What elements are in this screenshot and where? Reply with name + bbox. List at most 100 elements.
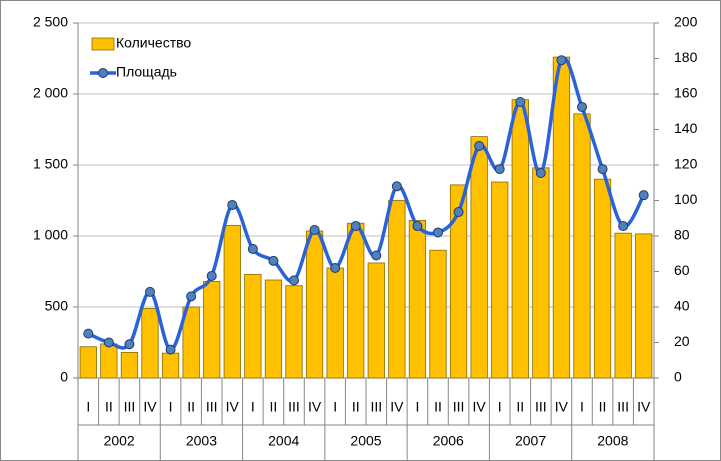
line-marker xyxy=(124,339,135,350)
y-tick-label: 1 000 xyxy=(33,227,68,243)
bar xyxy=(470,136,488,379)
bar xyxy=(532,167,550,379)
x-group-label: 2004 xyxy=(268,433,299,449)
x-tick-label: I xyxy=(498,399,502,415)
x-tick-label: I xyxy=(333,399,337,415)
line-marker xyxy=(145,286,155,297)
bar xyxy=(347,222,365,379)
bar xyxy=(203,281,221,379)
x-tick-label: IV xyxy=(143,399,157,415)
bar xyxy=(552,56,571,379)
x-tick-label: II xyxy=(516,399,524,415)
bar xyxy=(449,184,468,379)
y2-tick-label: 0 xyxy=(674,369,682,385)
x-tick-label: II xyxy=(599,399,607,415)
y-tick-label: 2 000 xyxy=(33,85,68,101)
line-marker xyxy=(494,164,505,175)
x-tick-label: III xyxy=(124,399,136,415)
line-marker xyxy=(309,224,320,235)
x-tick-label: II xyxy=(352,399,360,415)
line-marker xyxy=(227,199,238,210)
line-marker xyxy=(103,337,114,348)
bar xyxy=(614,232,632,379)
x-tick-label: I xyxy=(251,399,255,415)
bar xyxy=(244,273,262,379)
line-marker xyxy=(515,96,526,107)
x-tick-label: IV xyxy=(637,399,651,415)
bar xyxy=(491,181,509,379)
x-group-label: 2003 xyxy=(186,433,217,449)
x-tick-label: II xyxy=(105,399,113,415)
x-tick-label: II xyxy=(270,399,278,415)
line-marker xyxy=(165,344,176,355)
y-tick-label: 1 500 xyxy=(33,156,68,172)
x-tick-label: IV xyxy=(226,399,240,415)
y2-tick-label: 120 xyxy=(674,156,698,172)
bar xyxy=(223,224,241,379)
line-marker xyxy=(412,221,423,232)
line-marker xyxy=(206,270,217,281)
bar xyxy=(593,178,612,379)
y2-tick-label: 40 xyxy=(674,298,690,314)
x-group-label: 2006 xyxy=(433,433,464,449)
y2-tick-label: 60 xyxy=(674,262,690,278)
bar xyxy=(635,233,653,379)
legend-swatch xyxy=(91,37,115,51)
line-marker xyxy=(391,181,402,192)
x-tick-label: I xyxy=(415,399,419,415)
bar xyxy=(120,352,139,379)
line-marker xyxy=(535,167,546,178)
x-tick-label: I xyxy=(580,399,584,415)
y2-tick-label: 180 xyxy=(674,49,698,65)
bar xyxy=(408,219,427,379)
bar xyxy=(161,352,180,379)
line-marker xyxy=(83,328,94,339)
x-group-label: 2002 xyxy=(104,433,135,449)
x-tick-label: III xyxy=(206,399,218,415)
y2-tick-label: 140 xyxy=(674,120,698,136)
bar xyxy=(511,99,529,379)
y2-tick-label: 160 xyxy=(674,85,698,101)
bar xyxy=(79,346,97,379)
x-group-label: 2008 xyxy=(597,433,628,449)
x-tick-label: III xyxy=(617,399,629,415)
legend-label: Количество xyxy=(116,35,191,51)
bar xyxy=(573,113,591,379)
bar xyxy=(429,249,447,379)
bar xyxy=(182,306,200,379)
bar xyxy=(141,308,159,379)
x-tick-label: I xyxy=(86,399,90,415)
line-marker xyxy=(577,101,587,112)
x-tick-label: III xyxy=(453,399,465,415)
x-group-label: 2007 xyxy=(515,433,546,449)
x-tick-label: IV xyxy=(473,399,487,415)
bar xyxy=(388,200,406,379)
x-tick-label: IV xyxy=(308,399,322,415)
x-tick-label: III xyxy=(535,399,547,415)
line-marker xyxy=(371,250,382,261)
line-marker xyxy=(350,221,361,232)
y2-tick-label: 200 xyxy=(674,14,698,30)
line-marker xyxy=(618,221,629,232)
line-marker xyxy=(556,55,567,66)
line-marker xyxy=(433,227,443,238)
legend-label: Площадь xyxy=(116,64,177,80)
x-tick-label: I xyxy=(169,399,173,415)
x-tick-label: IV xyxy=(555,399,569,415)
line-marker xyxy=(597,164,608,175)
y2-tick-label: 20 xyxy=(674,333,690,349)
bar xyxy=(326,267,344,379)
line-marker xyxy=(638,190,649,201)
y-tick-label: 0 xyxy=(60,369,68,385)
x-group-label: 2005 xyxy=(350,433,381,449)
legend-marker xyxy=(98,68,108,78)
x-tick-label: II xyxy=(187,399,195,415)
bar xyxy=(100,343,118,379)
line-marker xyxy=(289,275,299,286)
y2-tick-label: 80 xyxy=(674,227,690,243)
x-tick-label: IV xyxy=(390,399,404,415)
x-tick-label: II xyxy=(434,399,442,415)
line-marker xyxy=(268,255,279,266)
x-tick-label: III xyxy=(288,399,300,415)
